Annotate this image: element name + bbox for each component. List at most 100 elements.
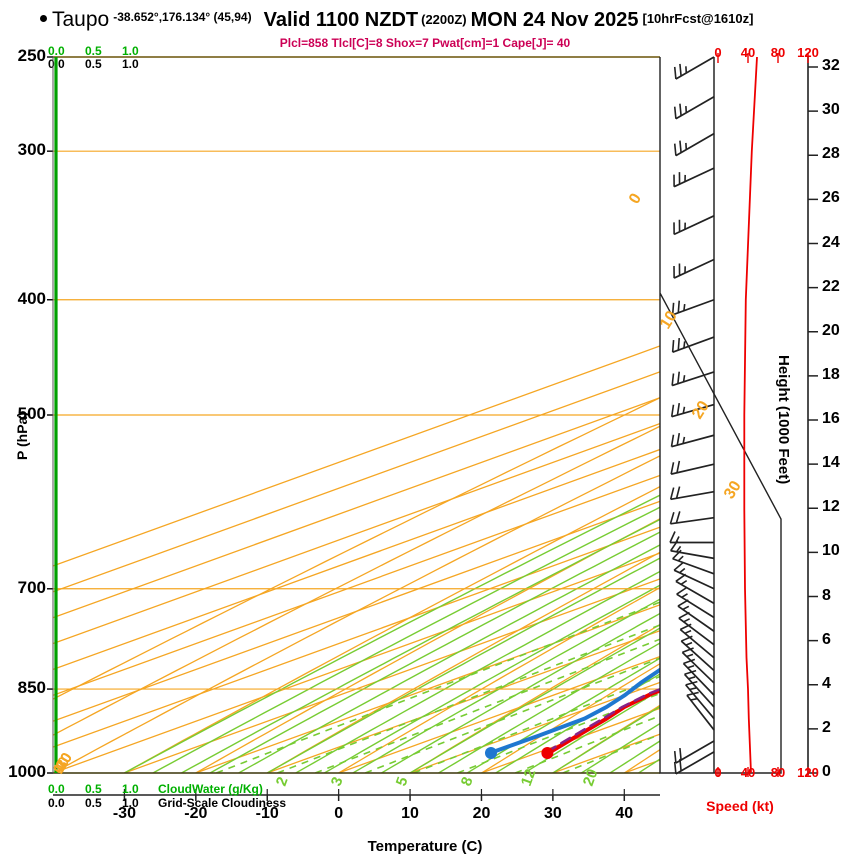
wind-barb-shaft: [672, 298, 715, 316]
wind-barb-shaft: [686, 694, 715, 731]
wind-barb-half: [683, 303, 686, 311]
height-tick-label: 32: [822, 57, 840, 74]
mixing-ratio-label: 3: [328, 775, 347, 789]
valid-time-local: Valid 1100 NZDT: [263, 8, 419, 31]
wind-barb-shaft: [673, 167, 715, 188]
moist-adiabat-lines: [124, 494, 660, 773]
wind-barb-shaft: [671, 434, 715, 448]
moist-adiabat-line: [324, 584, 660, 773]
wind-barb: [682, 658, 715, 696]
wind-barb: [673, 96, 715, 120]
wind-barb-full: [682, 647, 694, 654]
height-tick-label: 0: [822, 763, 831, 780]
wind-barb-half: [683, 341, 686, 349]
dry-adiabat-line: [53, 425, 660, 736]
wind-barb: [669, 486, 715, 501]
temperature-tick-label: 20: [472, 805, 491, 822]
sounding-curves: [491, 667, 660, 754]
wind-barb: [671, 298, 715, 316]
wind-barb: [671, 371, 715, 387]
wind-barb-full: [678, 611, 690, 619]
wind-barb-full: [679, 103, 682, 116]
moist-adiabat-line: [266, 557, 660, 773]
height-tick-label: 6: [822, 630, 831, 648]
wind-barb-full: [677, 337, 681, 351]
wind-barb-shaft: [675, 751, 715, 775]
wind-barb-full: [676, 586, 688, 595]
wind-barb-shaft: [671, 371, 715, 387]
wind-barb-half: [682, 375, 686, 382]
wind-barb: [681, 647, 715, 684]
isotherm-line: [53, 526, 660, 748]
height-axis: [717, 53, 818, 777]
mixing-ratio-label: 2: [273, 775, 292, 789]
wind-barb-full: [675, 511, 681, 524]
moist-adiabat-line: [523, 689, 660, 773]
height-tick-label: 10: [822, 542, 840, 560]
isotherm-label: 10: [50, 754, 73, 777]
isotherm-line: [267, 629, 660, 773]
wind-barb-shaft: [677, 605, 715, 632]
dewpoint-curve: [491, 667, 660, 754]
speed-tick-label-top: 0: [714, 45, 722, 60]
wind-barb-shaft: [683, 673, 715, 708]
moist-adiabat-line: [352, 598, 660, 773]
station-name: Taupo: [52, 8, 110, 31]
pressure-tick-label: 500: [17, 404, 46, 423]
wind-barb: [678, 611, 715, 646]
wind-barb-full: [672, 549, 682, 560]
wind-barb-full: [673, 106, 677, 119]
isotherm-line: [53, 448, 660, 671]
wind-barb-panel: [659, 56, 782, 775]
dry-adiabat-label: 30: [721, 478, 745, 502]
cloudiness-bottom-tick-0: 0.0: [48, 796, 65, 810]
wind-barb-full: [670, 404, 675, 417]
wind-barb: [673, 258, 715, 279]
wind-barb-half: [686, 653, 694, 658]
temperature-curve: [548, 688, 660, 754]
isotherm-line: [53, 552, 660, 773]
dry-adiabat-line: [623, 748, 660, 773]
wind-barb-full: [685, 680, 698, 686]
speed-tick-label-bottom: 0: [714, 765, 722, 780]
moist-adiabat-line: [124, 494, 660, 773]
mixing-ratio-line: [364, 657, 660, 773]
speed-tick-label-bottom: 40: [740, 765, 756, 780]
wind-barb-shaft: [685, 684, 715, 720]
surface-temperature-marker: [541, 746, 554, 759]
height-tick-label: 12: [822, 498, 840, 516]
cloudiness-axis-label: Grid-Scale Cloudiness: [158, 796, 287, 810]
surface-dewpoint-marker: [484, 746, 497, 759]
mixing-ratio-line: [314, 638, 660, 773]
wind-barb-full: [671, 302, 675, 315]
wind-barb-shaft: [670, 490, 715, 501]
wind-barb-half: [690, 697, 698, 701]
wind-barb: [673, 56, 715, 80]
moist-adiabat-line: [381, 612, 660, 773]
wind-barb-full: [671, 373, 675, 386]
wind-barb-shaft: [682, 662, 715, 696]
height-trace-path: [743, 56, 758, 774]
wind-barb-full: [679, 758, 682, 771]
wind-barb: [676, 586, 715, 619]
moist-adiabat-line: [409, 627, 660, 773]
temperature-tick-label: 40: [615, 805, 634, 822]
wind-barb-half: [687, 664, 695, 669]
pressure-tick-label: 700: [17, 577, 46, 597]
speed-tick-label-bottom: 120: [797, 765, 819, 780]
moist-adiabat-line: [238, 544, 660, 773]
isotherm-line: [124, 578, 660, 773]
wind-barb: [670, 460, 715, 475]
moist-adiabat-line: [438, 642, 660, 773]
wind-barb: [673, 740, 715, 764]
dry-adiabat-line: [839, 69, 850, 773]
dry-adiabat-line: [481, 663, 660, 773]
wind-barb-shaft: [673, 215, 715, 236]
wind-barb-full: [671, 340, 675, 353]
wind-barb-shaft: [672, 557, 715, 575]
parcel-curve: [545, 687, 660, 754]
dry-adiabat-label: 20: [689, 398, 713, 422]
pressure-tick-label: 400: [17, 288, 46, 308]
station-marker-icon: [40, 14, 47, 22]
